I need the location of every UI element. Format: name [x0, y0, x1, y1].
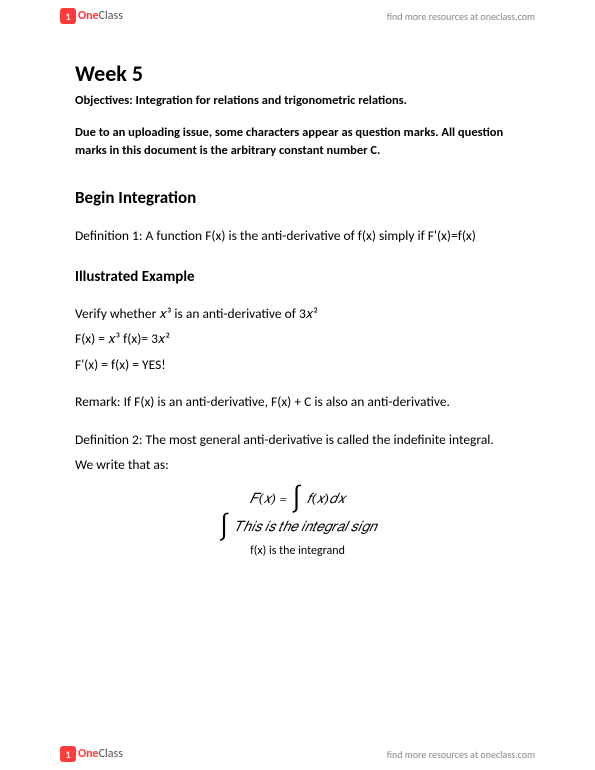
week-title: Week 5 [75, 60, 520, 87]
upload-notice: Due to an uploading issue, some characte… [75, 124, 520, 159]
logo-icon: 1 [60, 8, 76, 24]
integral-sign-caption: 𝑇ℎ𝑖𝑠 𝑖𝑠 𝑡ℎ𝑒 𝑖𝑛𝑡𝑒𝑔𝑟𝑎𝑙 𝑠𝑖𝑔𝑛 [234, 514, 376, 539]
brand-logo: 1 OneClass [60, 8, 123, 24]
logo-icon-footer: 1 [60, 746, 76, 762]
integral-equation: 𝐹(𝑥) = ∫ 𝑓(𝑥)𝑑𝑥 [75, 485, 520, 513]
document-body: Week 5 Objectives: Integration for relat… [0, 0, 595, 623]
section-illustrated-example: Illustrated Example [75, 268, 520, 286]
logo-text: OneClass [78, 9, 123, 23]
we-write-line: We write that as: [75, 455, 520, 475]
remark-line: Remark: If F(x) is an anti-derivative, F… [75, 392, 520, 412]
integral-sign-caption-row: ∫ 𝑇ℎ𝑖𝑠 𝑖𝑠 𝑡ℎ𝑒 𝑖𝑛𝑡𝑒𝑔𝑟𝑎𝑙 𝑠𝑖𝑔𝑛 [75, 513, 520, 541]
page-header: 1 OneClass find more resources at onecla… [0, 0, 595, 32]
definition-2: Definition 2: The most general anti-deri… [75, 430, 520, 450]
page-footer: 1 OneClass find more resources at onecla… [0, 738, 595, 770]
logo-one-footer: One [78, 747, 99, 761]
integral-sign-icon: ∫ [291, 485, 303, 513]
resources-link-bottom[interactable]: find more resources at oneclass.com [387, 748, 535, 761]
resources-link-top[interactable]: find more resources at oneclass.com [387, 10, 535, 23]
formula-integrand: 𝑓(𝑥)𝑑𝑥 [307, 486, 345, 511]
logo-text-footer: OneClass [78, 747, 123, 761]
formula-Fx: 𝐹(𝑥) = [250, 486, 287, 511]
brand-logo-footer: 1 OneClass [60, 746, 123, 762]
fx-line: F(x) = 𝑥³ f(x)= 3𝑥² [75, 329, 520, 349]
logo-one: One [78, 9, 99, 23]
integral-sign-icon-2: ∫ [218, 513, 230, 541]
objectives-line: Objectives: Integration for relations an… [75, 93, 520, 108]
verify-line: Verify whether 𝑥³ is an anti-derivative … [75, 304, 520, 324]
integral-formula: 𝐹(𝑥) = ∫ 𝑓(𝑥)𝑑𝑥 ∫ 𝑇ℎ𝑖𝑠 𝑖𝑠 𝑡ℎ𝑒 𝑖𝑛𝑡𝑒𝑔𝑟𝑎𝑙 𝑠… [75, 485, 520, 563]
definition-1: Definition 1: A function F(x) is the ant… [75, 226, 520, 246]
logo-class-footer: Class [99, 747, 123, 761]
section-begin-integration: Begin Integration [75, 187, 520, 208]
integrand-caption: f(x) is the integrand [75, 541, 520, 563]
fprime-line: F'(x) = f(x) = YES! [75, 355, 520, 375]
logo-class: Class [99, 9, 123, 23]
